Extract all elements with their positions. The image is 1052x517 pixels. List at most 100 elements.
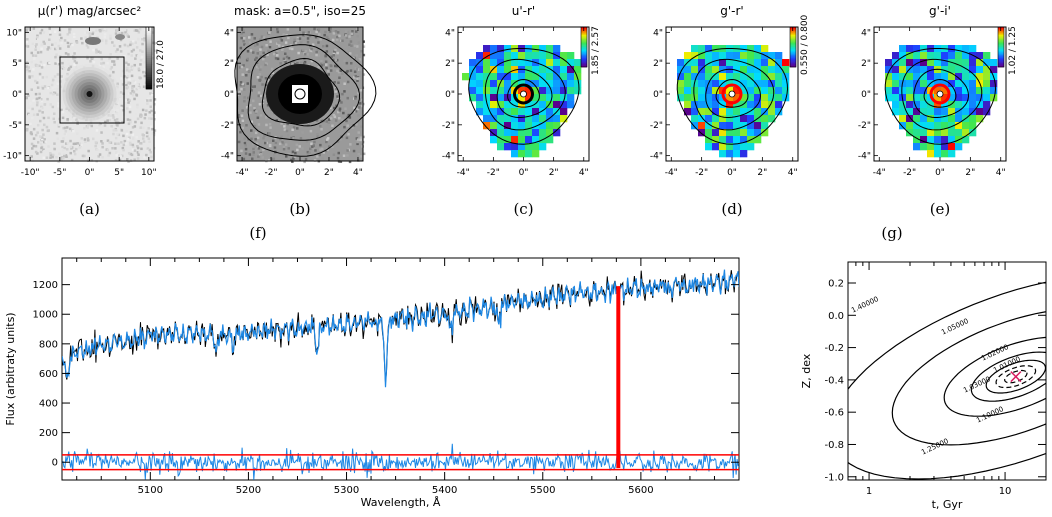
ytick-label: 1200 bbox=[33, 280, 58, 291]
ytick-label: -4" bbox=[858, 152, 871, 162]
ytick-label: 600 bbox=[39, 369, 58, 380]
ytick-label: -0.2 bbox=[824, 343, 844, 354]
xtick-label: -4" bbox=[873, 168, 886, 178]
spectrum-ylabel: Flux (arbitraty units) bbox=[4, 312, 17, 425]
panel-title-e: g'-i' bbox=[929, 4, 951, 18]
xtick-label: -4" bbox=[235, 168, 248, 178]
ytick-label: 0" bbox=[653, 90, 663, 100]
contour-line bbox=[985, 359, 1046, 394]
xtick-label: -2" bbox=[264, 168, 277, 178]
contour-line bbox=[970, 351, 1046, 402]
panel-title-c: u'-r' bbox=[511, 4, 536, 18]
ytick-label: -2" bbox=[858, 121, 871, 131]
panel-image-b: -4" -2" 0" 2" 4" 4" 2" 0" -2" -4" bbox=[221, 26, 377, 178]
minimum-marker bbox=[1010, 371, 1022, 383]
xtick-label: 10 bbox=[999, 486, 1012, 497]
xtick-label: 5600 bbox=[628, 485, 653, 496]
xtick-label: 5400 bbox=[432, 485, 457, 496]
xtick-label: 2" bbox=[324, 168, 334, 178]
xtick-label: -2" bbox=[487, 168, 500, 178]
model-spectrum-line bbox=[62, 269, 739, 388]
panel-title-b: mask: a=0.5", iso=25 bbox=[234, 4, 366, 18]
ytick-label: 2" bbox=[861, 59, 871, 69]
ytick-label: 4" bbox=[861, 28, 871, 38]
panel-image-d: -4" -2" 0" 2" 4" 4" 2" 0" -2" -4" bbox=[650, 26, 799, 178]
ytick-label: -0.8 bbox=[824, 440, 844, 451]
ytick-label: -4" bbox=[650, 152, 663, 162]
colorbar-label-c: 1.85 / 2.57 bbox=[591, 26, 601, 75]
xtick-label: 5500 bbox=[530, 485, 555, 496]
ytick-label: 10" bbox=[6, 28, 22, 38]
ytick-label: 200 bbox=[39, 428, 58, 439]
ytick-label: 1000 bbox=[33, 310, 58, 321]
contour-line bbox=[995, 365, 1037, 389]
xtick-label: 5200 bbox=[236, 485, 261, 496]
panel-label-a: (a) bbox=[79, 200, 100, 218]
contour-line bbox=[891, 311, 1046, 446]
xtick-label: 10" bbox=[141, 168, 157, 178]
ytick-label: -0.6 bbox=[824, 408, 844, 419]
ytick-label: -4" bbox=[221, 152, 234, 162]
xtick-label: -10" bbox=[21, 168, 40, 178]
ytick-label: 0" bbox=[12, 90, 22, 100]
colorbar-label-a: 18.0 / 27.0 bbox=[156, 40, 166, 89]
xtick-label: 5300 bbox=[334, 485, 359, 496]
xtick-label: -5" bbox=[53, 168, 66, 178]
ytick-label: 800 bbox=[39, 339, 58, 350]
spectrum-xlabel: Wavelength, Å bbox=[361, 496, 441, 509]
ytick-label: 5" bbox=[12, 59, 22, 69]
ytick-label: 2" bbox=[224, 59, 234, 69]
xtick-label: 4" bbox=[579, 168, 589, 178]
xtick-label: 2" bbox=[757, 168, 767, 178]
panel-label-e: (e) bbox=[929, 200, 951, 218]
ytick-label: 4" bbox=[653, 28, 663, 38]
xtick-label: 1 bbox=[866, 486, 872, 497]
xtick-label: 4" bbox=[996, 168, 1006, 178]
colorbar-label-e: 1.02 / 1.25 bbox=[1008, 26, 1018, 75]
colorbar-label-d: 0.550 / 0.800 bbox=[800, 14, 810, 75]
xtick-label: -2" bbox=[695, 168, 708, 178]
ytick-label: 400 bbox=[39, 399, 58, 410]
xtick-label: 2" bbox=[965, 168, 975, 178]
xtick-label: 0" bbox=[295, 168, 305, 178]
ytick-label: 0" bbox=[861, 90, 871, 100]
xtick-label: 4" bbox=[353, 168, 363, 178]
spectrum-chart: 5100 5200 5300 5400 5500 5600 0 200 400 600 800 100… bbox=[4, 257, 740, 509]
xtick-label: 0" bbox=[519, 168, 529, 178]
ytick-label: 0.0 bbox=[828, 311, 844, 322]
xtick-label: -4" bbox=[665, 168, 678, 178]
xtick-label: 5" bbox=[114, 168, 124, 178]
panel-label-c: (c) bbox=[513, 200, 534, 218]
ytick-label: 4" bbox=[445, 28, 455, 38]
ytick-label: -4" bbox=[442, 152, 455, 162]
panel-image-c: -4" -2" 0" 2" 4" 4" 2" 0" -2" -4" bbox=[442, 26, 590, 178]
ytick-label: -5" bbox=[9, 121, 22, 131]
residuals-line bbox=[62, 443, 739, 480]
panel-label-b: (b) bbox=[289, 200, 311, 218]
ytick-label: -2" bbox=[650, 121, 663, 131]
xtick-label: 0" bbox=[727, 168, 737, 178]
panel-image-e: -4" -2" 0" 2" 4" 4" 2" 0" -2" -4" bbox=[858, 26, 1007, 178]
group-label-f: (f) bbox=[249, 224, 267, 242]
panel-label-d: (d) bbox=[721, 200, 743, 218]
contour-ylabel: Z, dex bbox=[800, 353, 813, 388]
group-label-g: (g) bbox=[881, 224, 903, 242]
xtick-label: 0" bbox=[85, 168, 95, 178]
xtick-label: 4" bbox=[788, 168, 798, 178]
panel-title-d: g'-r' bbox=[720, 4, 744, 18]
ytick-label: -2" bbox=[221, 121, 234, 131]
ytick-label: 2" bbox=[653, 59, 663, 69]
contour-xlabel: t, Gyr bbox=[932, 498, 963, 511]
xtick-label: 2" bbox=[549, 168, 559, 178]
ytick-label: -0.4 bbox=[824, 375, 844, 386]
ytick-label: 4" bbox=[224, 28, 234, 38]
ytick-label: 0" bbox=[445, 90, 455, 100]
xtick-label: -4" bbox=[457, 168, 470, 178]
contour-line bbox=[1004, 369, 1028, 384]
ytick-label: -2" bbox=[442, 121, 455, 131]
contour-line bbox=[943, 336, 1046, 417]
ytick-label: 0" bbox=[224, 90, 234, 100]
ytick-label: 0 bbox=[52, 458, 58, 469]
chi2-contour-chart: 1.010001.020001.030001.050001.100001.250… bbox=[800, 261, 1047, 511]
xtick-label: 0" bbox=[935, 168, 945, 178]
